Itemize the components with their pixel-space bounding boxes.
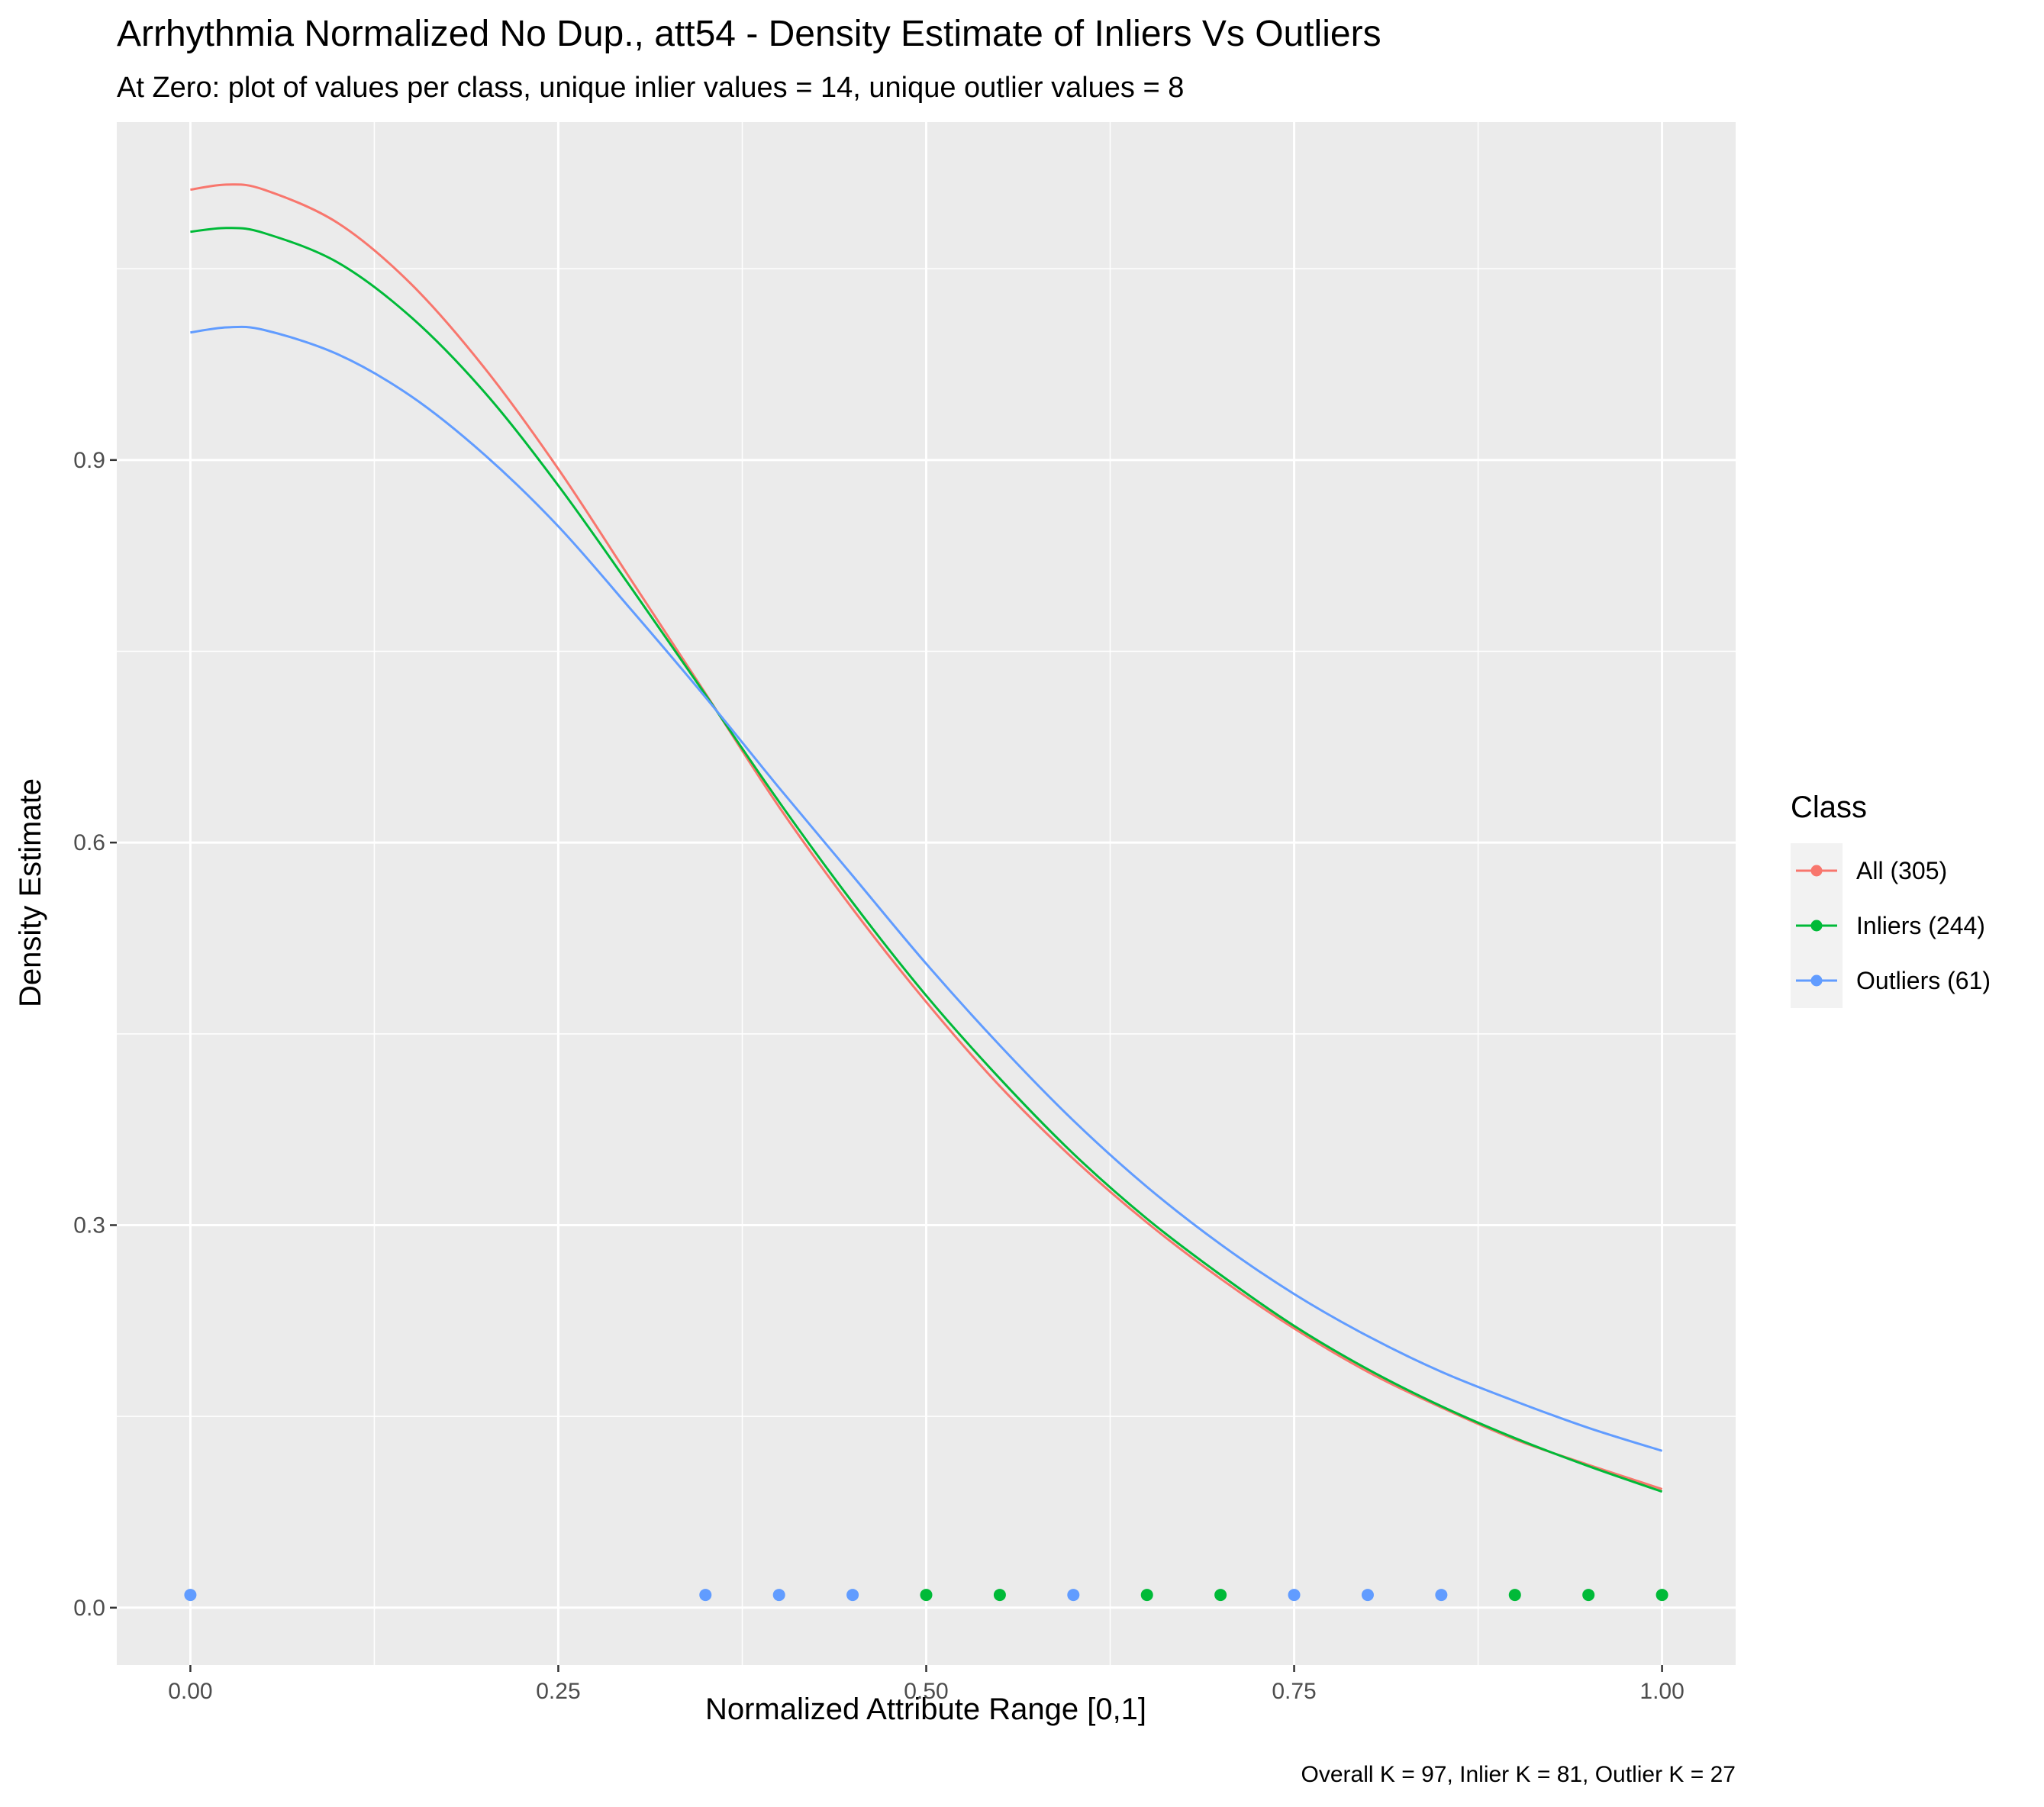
legend-label-outliers: Outliers (61) (1856, 967, 1991, 994)
legend: Class All (305) Inliers (244) Outliers (61… (1791, 791, 1991, 1008)
rug-point-inliers (1140, 1589, 1153, 1602)
grid-major (117, 122, 1736, 1665)
rug-point-inliers (1214, 1589, 1227, 1602)
legend-key-point (1810, 865, 1823, 877)
chart-caption: Overall K = 97, Inlier K = 81, Outlier K… (1301, 1762, 1736, 1787)
legend-key-point (1810, 974, 1823, 987)
rug-point-outliers (772, 1589, 785, 1602)
chart-subtitle: At Zero: plot of values per class, uniqu… (117, 72, 1184, 104)
y-tick-label: 0.6 (73, 830, 105, 855)
y-tick-label: 0.3 (73, 1213, 105, 1238)
chart-title: Arrhythmia Normalized No Dup., att54 - D… (117, 14, 1381, 54)
series-line-outliers (190, 325, 1663, 1452)
rug-point-inliers (1508, 1589, 1521, 1602)
y-axis-title: Density Estimate (14, 778, 47, 1007)
rug-point-outliers (1361, 1589, 1374, 1602)
rug-point-outliers (184, 1589, 197, 1602)
x-tick-label: 0.50 (904, 1679, 948, 1704)
rug-point-outliers (846, 1589, 859, 1602)
rug-point-inliers (1582, 1589, 1595, 1602)
rug-point-outliers (1435, 1589, 1448, 1602)
rug-point-outliers (699, 1589, 712, 1602)
rug-point-outliers (1067, 1589, 1080, 1602)
x-tick-label: 0.75 (1272, 1679, 1316, 1704)
legend-title: Class (1791, 791, 1867, 824)
legend-label-all: All (305) (1856, 857, 1947, 884)
y-tick-label: 0.9 (73, 448, 105, 473)
x-tick-label: 0.00 (168, 1679, 212, 1704)
y-axis-ticks: 0.0 0.3 0.6 0.9 (73, 448, 117, 1621)
series-line-inliers (190, 227, 1663, 1493)
legend-key-point (1810, 920, 1823, 932)
rug-point-inliers (993, 1589, 1006, 1602)
series-line-all (190, 183, 1663, 1490)
rug-point-inliers (1656, 1589, 1668, 1602)
rug-point-outliers (1288, 1589, 1301, 1602)
y-tick-label: 0.0 (73, 1596, 105, 1621)
x-axis-ticks: 0.00 0.25 0.50 0.75 1.00 (168, 1665, 1685, 1704)
x-tick-label: 1.00 (1639, 1679, 1684, 1704)
x-tick-label: 0.25 (536, 1679, 580, 1704)
rug-point-inliers (920, 1589, 933, 1602)
series-lines (190, 183, 1663, 1493)
rug-points (184, 1589, 1668, 1602)
legend-label-inliers: Inliers (244) (1856, 912, 1985, 939)
legend-entries: All (305) Inliers (244) Outliers (61) (1791, 843, 1991, 1008)
x-axis-title: Normalized Attribute Range [0,1] (705, 1693, 1146, 1726)
